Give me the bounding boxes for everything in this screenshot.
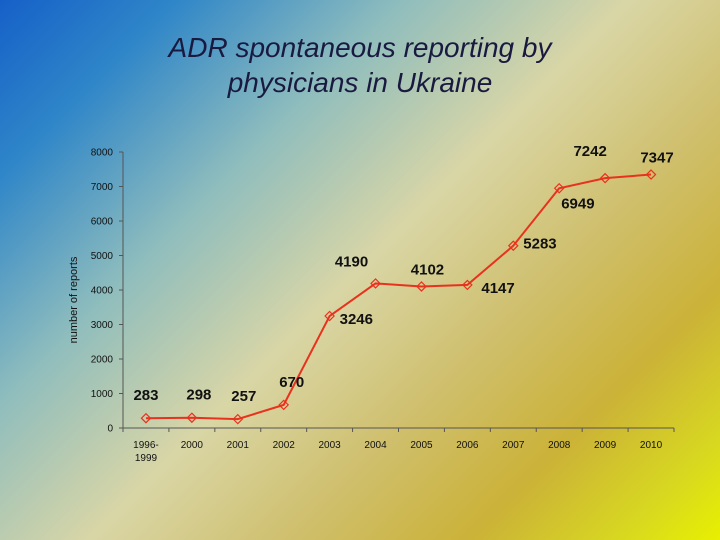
y-tick-label: 6000 (91, 217, 114, 228)
data-points (140, 169, 657, 425)
data-label: 4190 (335, 253, 368, 270)
x-tick-label: 2008 (548, 440, 571, 451)
x-tick-labels: 1996-1999 2000 2001 2002 2003 2004 2005 2006 200… (133, 440, 662, 464)
series-line (145, 173, 652, 421)
y-axis-title: number of reports (68, 256, 80, 343)
data-label: 6949 (561, 195, 594, 212)
data-label: 670 (279, 374, 304, 391)
data-point-marker (278, 399, 290, 411)
series-line-group (145, 173, 652, 421)
chart-axes (119, 151, 675, 432)
y-tick-labels: 0 1000 2000 3000 4000 5000 6000 7000 8000 (91, 148, 114, 435)
x-tick-label: 2000 (181, 440, 204, 451)
y-tick-label: 8000 (91, 148, 114, 159)
data-label: 7242 (573, 143, 606, 160)
data-point-marker (324, 310, 335, 322)
x-tick-label: 2005 (410, 440, 433, 451)
data-labels: 283 298 257 670 3246 4190 4102 4147 5283 6949 7242… (133, 143, 673, 405)
data-label: 5283 (523, 236, 556, 253)
data-label: 4147 (481, 280, 514, 297)
data-point-marker (416, 281, 427, 292)
data-point-marker (645, 169, 657, 180)
data-label: 283 (133, 387, 158, 404)
y-tick-label: 2000 (91, 355, 114, 366)
data-point-marker (599, 172, 611, 184)
data-label: 3246 (340, 311, 373, 328)
y-tick-label: 1000 (91, 389, 114, 400)
x-tick-label: 2006 (456, 440, 479, 451)
y-tick-label: 5000 (91, 251, 114, 262)
chart-title-line-2: physicians in Ukraine (227, 67, 493, 98)
data-point-marker (232, 413, 244, 425)
x-tick-label: 2010 (640, 440, 663, 451)
data-point-marker (553, 182, 565, 194)
data-point-marker (140, 412, 152, 424)
x-tick-label: 2009 (594, 440, 617, 451)
data-label: 257 (231, 388, 256, 405)
y-tick-label: 4000 (91, 286, 114, 297)
x-tick-label: 1996-1999 (133, 440, 159, 464)
data-point-marker (186, 412, 198, 424)
y-tick-label: 7000 (91, 182, 114, 193)
data-point-marker (462, 279, 473, 291)
chart-title: ADR spontaneous reporting by physicians … (0, 30, 720, 100)
data-point-marker (507, 240, 519, 252)
x-tick-label: 2001 (227, 440, 250, 451)
chart-title-line-1: ADR spontaneous reporting by (168, 32, 552, 63)
x-tick-label: 2004 (364, 440, 387, 451)
x-tick-label: 2007 (502, 440, 525, 451)
data-label: 298 (186, 387, 211, 404)
data-label: 4102 (411, 261, 444, 278)
x-tick-label: 2002 (273, 440, 296, 451)
data-label: 7347 (640, 150, 673, 167)
y-tick-label: 0 (107, 424, 113, 435)
data-point-marker (370, 278, 381, 289)
x-tick-label: 2003 (319, 440, 342, 451)
y-tick-label: 3000 (91, 320, 114, 331)
